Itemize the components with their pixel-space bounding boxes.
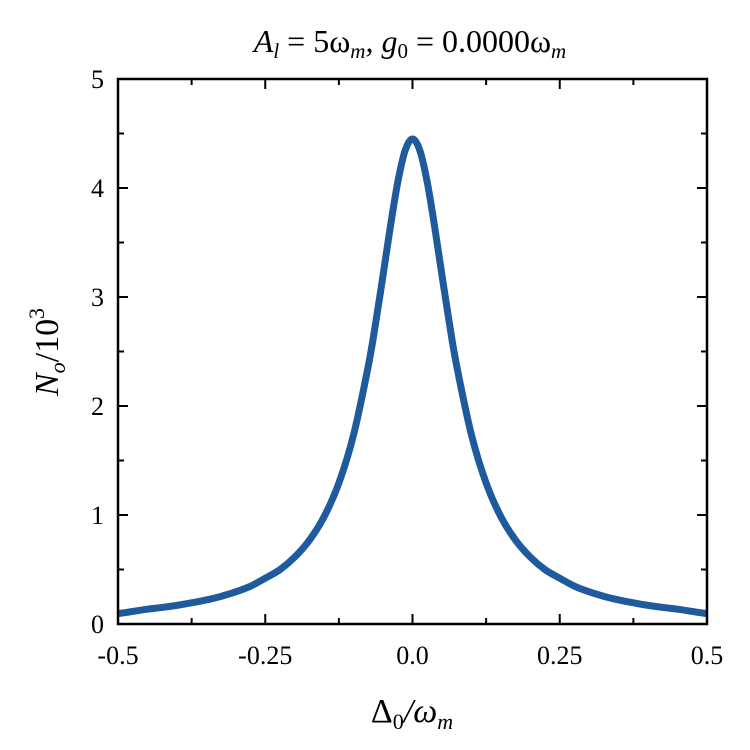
y-tick-labels: 0 1 2 3 4 5 <box>91 65 104 639</box>
x-tick-label: 0.5 <box>691 641 724 670</box>
x-tick-label: -0.25 <box>238 641 292 670</box>
y-tick-label: 5 <box>91 65 104 94</box>
y-tick-label: 1 <box>91 501 104 530</box>
chart-title: Al = 5ωm, g0 = 0.0000ωm <box>252 23 566 63</box>
x-tick-label: 0.0 <box>396 641 429 670</box>
series-line <box>117 135 708 618</box>
y-tick-label: 2 <box>91 392 104 421</box>
y-tick-label: 3 <box>91 283 104 312</box>
x-tick-labels: -0.5 -0.25 0.0 0.25 0.5 <box>97 641 723 670</box>
plot-frame <box>116 77 709 626</box>
x-tick-label: 0.25 <box>537 641 583 670</box>
y-tick-label: 4 <box>91 174 104 203</box>
x-tick-label: -0.5 <box>97 641 138 670</box>
x-axis-label: Δ0/ωm <box>371 693 453 734</box>
y-axis-label: No/103 <box>24 308 70 397</box>
y-tick-label: 0 <box>91 610 104 639</box>
axis-ticks <box>117 78 708 625</box>
